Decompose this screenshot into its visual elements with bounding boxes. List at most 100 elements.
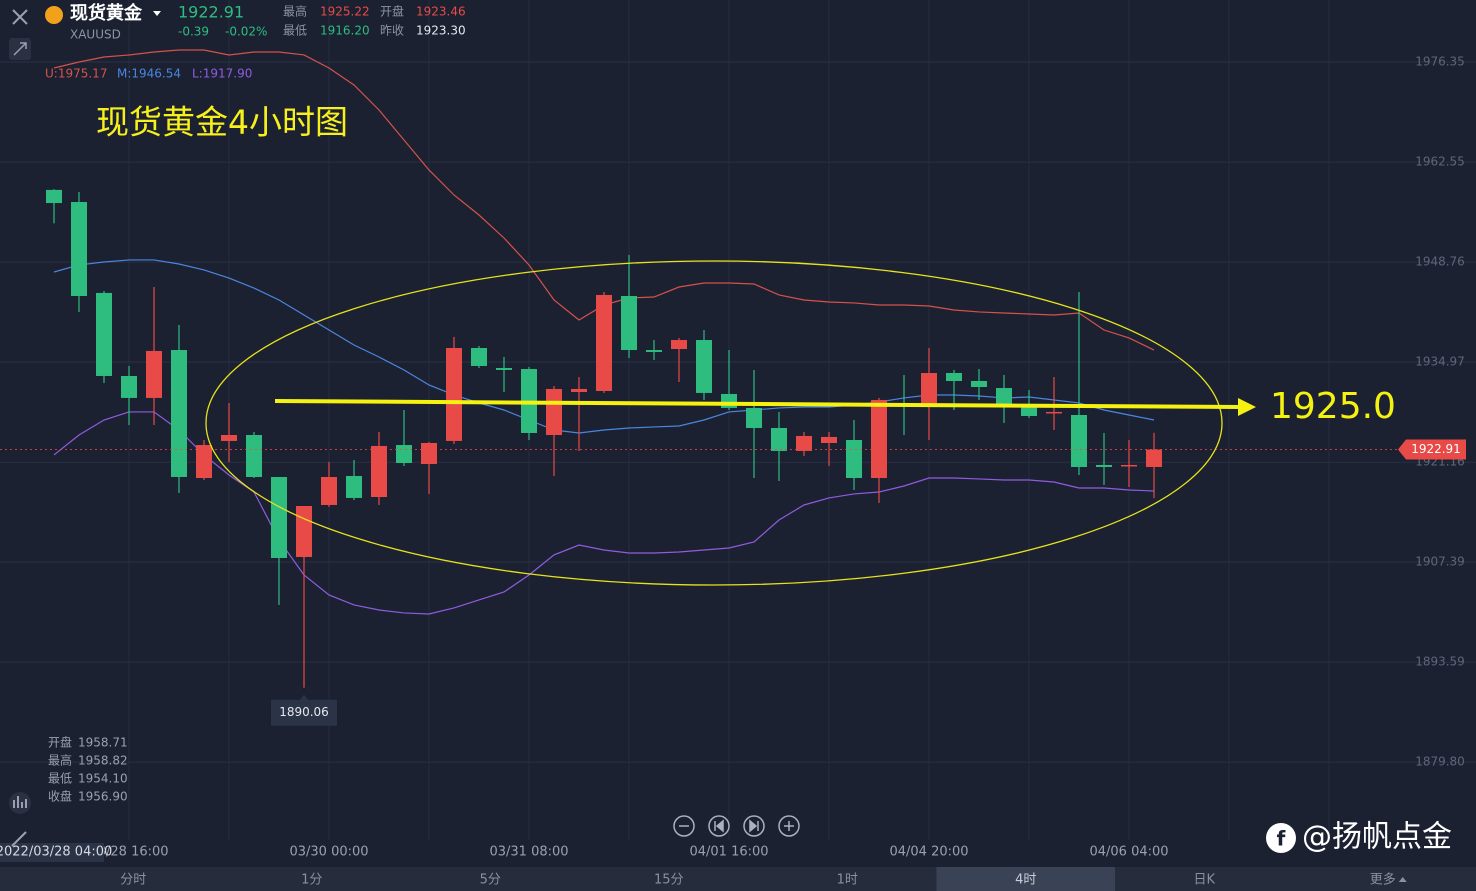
tab[interactable]: 4时 (1015, 873, 1036, 888)
candle-body (621, 296, 637, 351)
highlight-ellipse (205, 260, 1223, 586)
watermark-icon: f (1277, 827, 1286, 851)
candle-body (946, 373, 962, 381)
candle-body (1071, 414, 1087, 467)
stat-value: 1916.20 (320, 24, 370, 38)
y-tick-label: 1879.80 (1415, 755, 1465, 769)
zoom-controls (673, 815, 800, 837)
y-tick-label: 1976.35 (1415, 54, 1465, 68)
candle-body (71, 202, 87, 297)
tab[interactable]: 15分 (654, 873, 684, 888)
gold-icon (45, 6, 63, 24)
candle-body (546, 388, 562, 436)
dropdown-arrow[interactable] (153, 11, 161, 16)
candle-body (396, 445, 412, 464)
candle-body (971, 380, 987, 388)
candle-body (46, 189, 62, 204)
tab-bar (0, 867, 1476, 891)
candle-body (196, 445, 212, 479)
last-price-label: 1922.91 (1411, 442, 1461, 456)
candle-body (721, 393, 737, 408)
change: -0.39 (178, 25, 209, 39)
low-label: 1890.06 (279, 705, 329, 719)
x-tick-label: 03/30 00:00 (289, 845, 368, 860)
close-button[interactable] (12, 9, 28, 25)
candle-body (846, 440, 862, 479)
zoom-in[interactable] (778, 815, 800, 837)
candle-body (471, 347, 487, 366)
tab-active-bg (936, 867, 1115, 891)
candle-body (171, 350, 187, 477)
indicator-button[interactable] (9, 792, 31, 814)
change-pct: -0.02% (225, 25, 267, 39)
candle-body (696, 340, 712, 393)
stat-value: 1923.46 (416, 5, 466, 19)
candle-body (421, 442, 437, 465)
band-legend: U:1975.17 (45, 67, 107, 81)
stat-label: 开盘 (380, 4, 404, 19)
ohlc-label: 最高 (48, 753, 72, 768)
candle-body (671, 340, 687, 350)
cursor-ohlc: 开盘 1958.71 最高 1958.82 最低 1954.10 收盘 1956… (48, 735, 128, 804)
candle-body (821, 436, 837, 443)
low-tag (271, 694, 337, 726)
y-tick-label: 1934.97 (1415, 355, 1465, 369)
symbol-name[interactable]: 现货黄金 (70, 2, 143, 24)
candle-body (296, 506, 312, 557)
tab[interactable]: 分时 (120, 873, 146, 888)
x-tick-label: 04/04 20:00 (889, 845, 968, 860)
watermark: f @扬帆点金 (1266, 820, 1452, 855)
stat-label: 最高 (283, 4, 307, 19)
draw-button[interactable] (11, 831, 27, 847)
ohlc-value: 1954.10 (78, 772, 128, 786)
candle-body (871, 399, 887, 479)
zoom-out[interactable] (673, 815, 695, 837)
y-tick-label: 1907.39 (1415, 555, 1465, 569)
go-start[interactable] (708, 815, 730, 837)
stat-label: 昨收 (380, 24, 404, 38)
candle-body (221, 435, 237, 441)
expand-button[interactable] (9, 38, 31, 60)
tab[interactable]: 1分 (301, 873, 322, 888)
candle-body (996, 388, 1012, 405)
header: 现货黄金 XAUUSD 1922.91 -0.39 -0.02% 最高 1925… (9, 2, 466, 60)
watermark-text: @扬帆点金 (1302, 820, 1452, 855)
candle-body (371, 445, 387, 498)
y-tick-label: 1962.55 (1415, 155, 1465, 169)
candle-body (921, 373, 937, 405)
candle-body (746, 407, 762, 428)
overlay-layer: U:1975.17 M:1946.54 L:1917.90 03/28 16:00 03… (0, 67, 1466, 862)
stat-value: 1923.30 (416, 24, 466, 38)
annotation-arrowhead (1238, 398, 1256, 416)
tab-caret (1398, 877, 1407, 882)
annotation-arrow (274, 399, 1241, 409)
tab[interactable]: 更多 (1370, 872, 1396, 888)
candle-body (496, 368, 512, 370)
candle-body (321, 476, 337, 505)
y-tick-label: 1948.76 (1415, 255, 1465, 269)
go-end[interactable] (743, 815, 765, 837)
candle-body (246, 435, 262, 477)
tab[interactable]: 5分 (480, 873, 501, 888)
candle-body (146, 350, 162, 398)
candle-body (771, 427, 787, 451)
annotation-label: 1925.0 (1270, 386, 1396, 427)
candle-body (796, 435, 812, 451)
candle-body (1121, 464, 1137, 467)
candle-body (1096, 464, 1112, 467)
tab[interactable]: 1时 (837, 873, 858, 888)
band-line (53, 259, 1155, 434)
candle-body (121, 375, 137, 398)
x-tick-label: 03/31 08:00 (489, 845, 568, 860)
tab[interactable]: 日K (1193, 873, 1215, 888)
ohlc-value: 1958.82 (78, 754, 128, 768)
ohlc-label: 开盘 (48, 735, 72, 750)
tabs: 分时 1分 5分 15分 1时 4时 日K 更多 (120, 867, 1407, 891)
stat-value: 1925.22 (320, 5, 370, 19)
candle-body (596, 294, 612, 391)
candle-body (1021, 404, 1037, 417)
candle-body (1046, 411, 1062, 414)
candle-body (1146, 449, 1162, 467)
